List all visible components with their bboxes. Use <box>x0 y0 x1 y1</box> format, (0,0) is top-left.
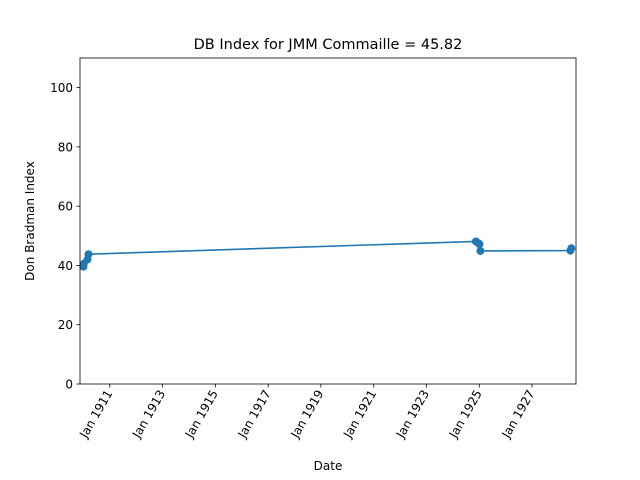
axes-frame <box>79 57 577 385</box>
y-axis-label: Don Bradman Index <box>23 161 37 281</box>
y-tick-label: 40 <box>58 259 73 273</box>
y-tick-label: 80 <box>58 140 73 154</box>
data-point <box>475 240 484 249</box>
data-point <box>567 244 576 253</box>
data-point <box>476 246 485 255</box>
y-tick-label: 20 <box>58 318 73 332</box>
x-axis-label: Date <box>314 459 343 473</box>
y-tick-label: 100 <box>50 81 73 95</box>
chart-title: DB Index for JMM Commaille = 45.82 <box>194 37 463 53</box>
data-point <box>84 250 93 259</box>
y-tick-label: 60 <box>58 200 73 214</box>
y-tick-label: 0 <box>65 378 73 392</box>
